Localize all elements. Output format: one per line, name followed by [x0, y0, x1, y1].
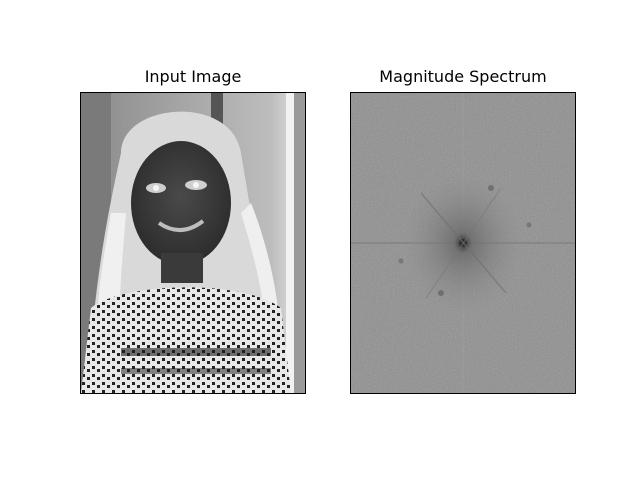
input-image-picture [81, 93, 305, 393]
input-image-axes [80, 92, 306, 394]
magnitude-spectrum-axes [350, 92, 576, 394]
magnitude-spectrum-title: Magnitude Spectrum [379, 67, 547, 86]
magnitude-spectrum-picture [351, 93, 575, 393]
input-image-title: Input Image [144, 67, 242, 86]
